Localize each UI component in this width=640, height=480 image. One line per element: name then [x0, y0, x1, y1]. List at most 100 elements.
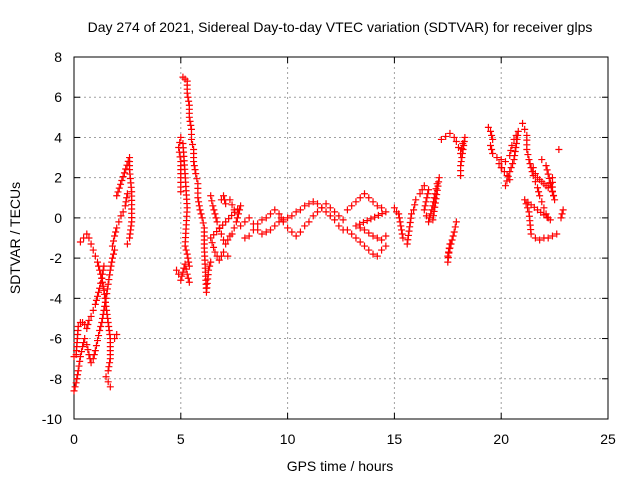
data-point	[237, 202, 245, 210]
x-tick-label: 0	[70, 431, 78, 447]
data-point	[331, 216, 339, 224]
data-point	[359, 218, 367, 226]
data-point	[117, 180, 125, 188]
data-point	[207, 192, 215, 200]
data-point	[220, 192, 228, 200]
data-point	[309, 198, 317, 206]
data-point	[187, 121, 195, 129]
data-point	[105, 363, 113, 371]
data-point	[113, 224, 121, 232]
data-point	[397, 222, 405, 230]
data-point	[433, 191, 441, 199]
data-point	[75, 362, 83, 370]
data-point	[222, 240, 230, 248]
data-point	[123, 190, 131, 198]
data-point	[430, 207, 438, 215]
data-point	[237, 222, 245, 230]
data-point	[356, 238, 364, 246]
data-point	[230, 224, 238, 232]
data-point	[403, 240, 411, 248]
data-point	[314, 200, 322, 208]
data-point	[183, 89, 191, 97]
data-point	[405, 227, 413, 235]
data-point	[106, 355, 114, 363]
data-point	[74, 322, 82, 330]
data-point	[173, 266, 181, 274]
data-point	[433, 186, 441, 194]
data-point	[487, 127, 495, 135]
data-point	[99, 282, 107, 290]
data-point	[418, 186, 426, 194]
data-point	[84, 346, 92, 354]
y-tick-label: -8	[50, 371, 63, 387]
data-point	[97, 322, 105, 330]
data-point	[102, 373, 110, 381]
data-point	[412, 196, 420, 204]
data-point	[452, 137, 460, 145]
series-arc-d	[108, 154, 136, 343]
data-point	[488, 146, 496, 154]
data-point	[446, 129, 454, 137]
data-point	[309, 212, 317, 220]
data-point	[531, 178, 539, 186]
y-tick-label: 8	[54, 49, 62, 65]
data-point	[190, 162, 198, 170]
data-point	[113, 331, 121, 339]
data-point	[185, 97, 193, 105]
data-point	[76, 357, 84, 365]
data-point	[406, 223, 414, 231]
data-point	[521, 196, 529, 204]
y-tick-label: 6	[54, 89, 62, 105]
data-points	[70, 73, 567, 395]
data-point	[71, 383, 79, 391]
data-point	[178, 272, 186, 280]
data-point	[74, 367, 82, 375]
data-point	[210, 231, 218, 239]
data-point	[429, 216, 437, 224]
data-point	[271, 222, 279, 230]
data-point	[197, 210, 205, 218]
data-point	[183, 270, 191, 278]
data-point	[95, 332, 103, 340]
data-point	[177, 133, 185, 141]
data-point	[267, 210, 275, 218]
data-point	[558, 210, 566, 218]
data-point	[84, 320, 92, 328]
series-arc-o	[529, 156, 559, 204]
data-point	[185, 278, 193, 286]
data-point	[314, 208, 322, 216]
data-point	[529, 164, 537, 172]
data-point	[189, 140, 197, 148]
data-point	[488, 131, 496, 139]
data-point	[72, 379, 80, 387]
data-point	[524, 151, 532, 159]
data-point	[245, 214, 253, 222]
data-point	[104, 280, 112, 288]
data-point	[115, 218, 123, 226]
data-point	[85, 234, 93, 242]
data-point	[91, 300, 99, 308]
data-point	[224, 236, 232, 244]
data-point	[352, 234, 360, 242]
data-point	[83, 341, 91, 349]
data-point	[326, 212, 334, 220]
data-point	[363, 217, 371, 225]
data-point	[123, 194, 131, 202]
data-point	[373, 234, 381, 242]
data-point	[249, 226, 257, 234]
data-point	[198, 214, 206, 222]
data-point	[119, 208, 127, 216]
data-point	[93, 258, 101, 266]
series-arc-j	[343, 190, 390, 260]
data-point	[335, 212, 343, 220]
data-point	[348, 230, 356, 238]
data-point	[444, 258, 452, 266]
data-point	[183, 250, 191, 258]
data-point	[542, 162, 550, 170]
data-point	[343, 226, 351, 234]
y-tick-label: 4	[54, 129, 62, 145]
data-point	[93, 292, 101, 300]
data-point	[369, 198, 377, 206]
data-point	[279, 218, 287, 226]
data-point	[527, 230, 535, 238]
